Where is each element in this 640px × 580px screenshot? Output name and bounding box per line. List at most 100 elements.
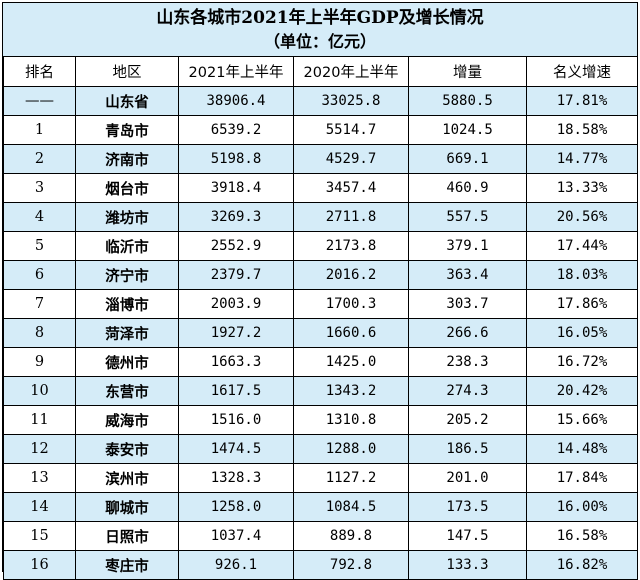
cell-region: 烟台市 xyxy=(75,173,179,203)
cell-region: 日照市 xyxy=(75,521,179,551)
cell-2021: 1516.0 xyxy=(178,405,294,435)
cell-rank: 8 xyxy=(3,318,76,348)
cell-2020: 2016.2 xyxy=(293,260,409,290)
cell-rank: 14 xyxy=(3,492,76,522)
table-row: 14 聊城市 1258.0 1084.5 173.5 16.00% xyxy=(3,492,638,522)
cell-2020: 1084.5 xyxy=(293,492,409,522)
cell-growth: 14.48% xyxy=(526,434,638,464)
cell-rank: —— xyxy=(3,86,76,116)
cell-increase: 205.2 xyxy=(408,405,527,435)
cell-region: 枣庄市 xyxy=(75,550,179,580)
cell-region: 山东省 xyxy=(75,86,179,116)
table-row: 13 滨州市 1328.3 1127.2 201.0 17.84% xyxy=(3,463,638,493)
cell-increase: 274.3 xyxy=(408,376,527,406)
cell-rank: 6 xyxy=(3,260,76,290)
cell-growth: 17.86% xyxy=(526,289,638,319)
cell-rank: 15 xyxy=(3,521,76,551)
cell-increase: 1024.5 xyxy=(408,115,527,145)
cell-2021: 1258.0 xyxy=(178,492,294,522)
cell-region: 临沂市 xyxy=(75,231,179,261)
header-2021: 2021年上半年 xyxy=(178,57,294,87)
cell-2021: 1663.3 xyxy=(178,347,294,377)
table-row: 9 德州市 1663.3 1425.0 238.3 16.72% xyxy=(3,347,638,377)
cell-2020: 1425.0 xyxy=(293,347,409,377)
cell-2020: 2711.8 xyxy=(293,202,409,232)
cell-rank: 13 xyxy=(3,463,76,493)
cell-increase: 133.3 xyxy=(408,550,527,580)
cell-2020: 792.8 xyxy=(293,550,409,580)
cell-growth: 20.56% xyxy=(526,202,638,232)
table-row: 2 济南市 5198.8 4529.7 669.1 14.77% xyxy=(3,144,638,174)
cell-2020: 1660.6 xyxy=(293,318,409,348)
table-row: 3 烟台市 3918.4 3457.4 460.9 13.33% xyxy=(3,173,638,203)
header-growth: 名义增速 xyxy=(526,57,638,87)
cell-2021: 926.1 xyxy=(178,550,294,580)
cell-2021: 1037.4 xyxy=(178,521,294,551)
cell-2021: 2552.9 xyxy=(178,231,294,261)
table-row: 7 淄博市 2003.9 1700.3 303.7 17.86% xyxy=(3,289,638,319)
cell-2020: 1288.0 xyxy=(293,434,409,464)
table-row: 15 日照市 1037.4 889.8 147.5 16.58% xyxy=(3,521,638,551)
cell-increase: 266.6 xyxy=(408,318,527,348)
cell-region: 淄博市 xyxy=(75,289,179,319)
cell-increase: 238.3 xyxy=(408,347,527,377)
cell-rank: 3 xyxy=(3,173,76,203)
cell-2021: 38906.4 xyxy=(178,86,294,116)
cell-growth: 14.77% xyxy=(526,144,638,174)
table-row: 8 菏泽市 1927.2 1660.6 266.6 16.05% xyxy=(3,318,638,348)
header-rank: 排名 xyxy=(3,57,76,87)
cell-increase: 5880.5 xyxy=(408,86,527,116)
cell-rank: 2 xyxy=(3,144,76,174)
cell-growth: 16.58% xyxy=(526,521,638,551)
cell-growth: 13.33% xyxy=(526,173,638,203)
cell-region: 青岛市 xyxy=(75,115,179,145)
cell-growth: 20.42% xyxy=(526,376,638,406)
cell-rank: 9 xyxy=(3,347,76,377)
cell-rank: 10 xyxy=(3,376,76,406)
cell-growth: 16.82% xyxy=(526,550,638,580)
table-row: 4 潍坊市 3269.3 2711.8 557.5 20.56% xyxy=(3,202,638,232)
table-body: —— 山东省 38906.4 33025.8 5880.5 17.81% 1 青岛市 6539.… xyxy=(3,86,638,580)
cell-rank: 11 xyxy=(3,405,76,435)
cell-2021: 3918.4 xyxy=(178,173,294,203)
cell-2020: 5514.7 xyxy=(293,115,409,145)
cell-increase: 201.0 xyxy=(408,463,527,493)
cell-region: 滨州市 xyxy=(75,463,179,493)
header-2020: 2020年上半年 xyxy=(293,57,409,87)
header-row: 排名 地区 2021年上半年 2020年上半年 增量 名义增速 xyxy=(3,57,638,87)
header-region: 地区 xyxy=(75,57,179,87)
cell-growth: 17.84% xyxy=(526,463,638,493)
table-row: 6 济宁市 2379.7 2016.2 363.4 18.03% xyxy=(3,260,638,290)
gdp-table: 排名 地区 2021年上半年 2020年上半年 增量 名义增速 —— 山东省 389… xyxy=(3,57,638,580)
cell-region: 菏泽市 xyxy=(75,318,179,348)
cell-2020: 4529.7 xyxy=(293,144,409,174)
table-row: 11 威海市 1516.0 1310.8 205.2 15.66% xyxy=(3,405,638,435)
cell-region: 聊城市 xyxy=(75,492,179,522)
table-row: —— 山东省 38906.4 33025.8 5880.5 17.81% xyxy=(3,86,638,116)
cell-increase: 147.5 xyxy=(408,521,527,551)
cell-rank: 4 xyxy=(3,202,76,232)
cell-2020: 33025.8 xyxy=(293,86,409,116)
cell-2021: 1328.3 xyxy=(178,463,294,493)
cell-increase: 460.9 xyxy=(408,173,527,203)
cell-2020: 1343.2 xyxy=(293,376,409,406)
cell-2021: 1927.2 xyxy=(178,318,294,348)
table-row: 12 泰安市 1474.5 1288.0 186.5 14.48% xyxy=(3,434,638,464)
cell-growth: 15.66% xyxy=(526,405,638,435)
cell-increase: 363.4 xyxy=(408,260,527,290)
cell-growth: 16.00% xyxy=(526,492,638,522)
table-row: 1 青岛市 6539.2 5514.7 1024.5 18.58% xyxy=(3,115,638,145)
cell-2021: 1617.5 xyxy=(178,376,294,406)
table-row: 5 临沂市 2552.9 2173.8 379.1 17.44% xyxy=(3,231,638,261)
cell-increase: 303.7 xyxy=(408,289,527,319)
cell-rank: 7 xyxy=(3,289,76,319)
cell-growth: 16.72% xyxy=(526,347,638,377)
table-title: 山东各城市2021年上半年GDP及增长情况 xyxy=(156,8,484,28)
cell-2021: 1474.5 xyxy=(178,434,294,464)
cell-growth: 17.81% xyxy=(526,86,638,116)
table-row: 16 枣庄市 926.1 792.8 133.3 16.82% xyxy=(3,550,638,580)
cell-growth: 16.05% xyxy=(526,318,638,348)
cell-2020: 889.8 xyxy=(293,521,409,551)
cell-region: 潍坊市 xyxy=(75,202,179,232)
